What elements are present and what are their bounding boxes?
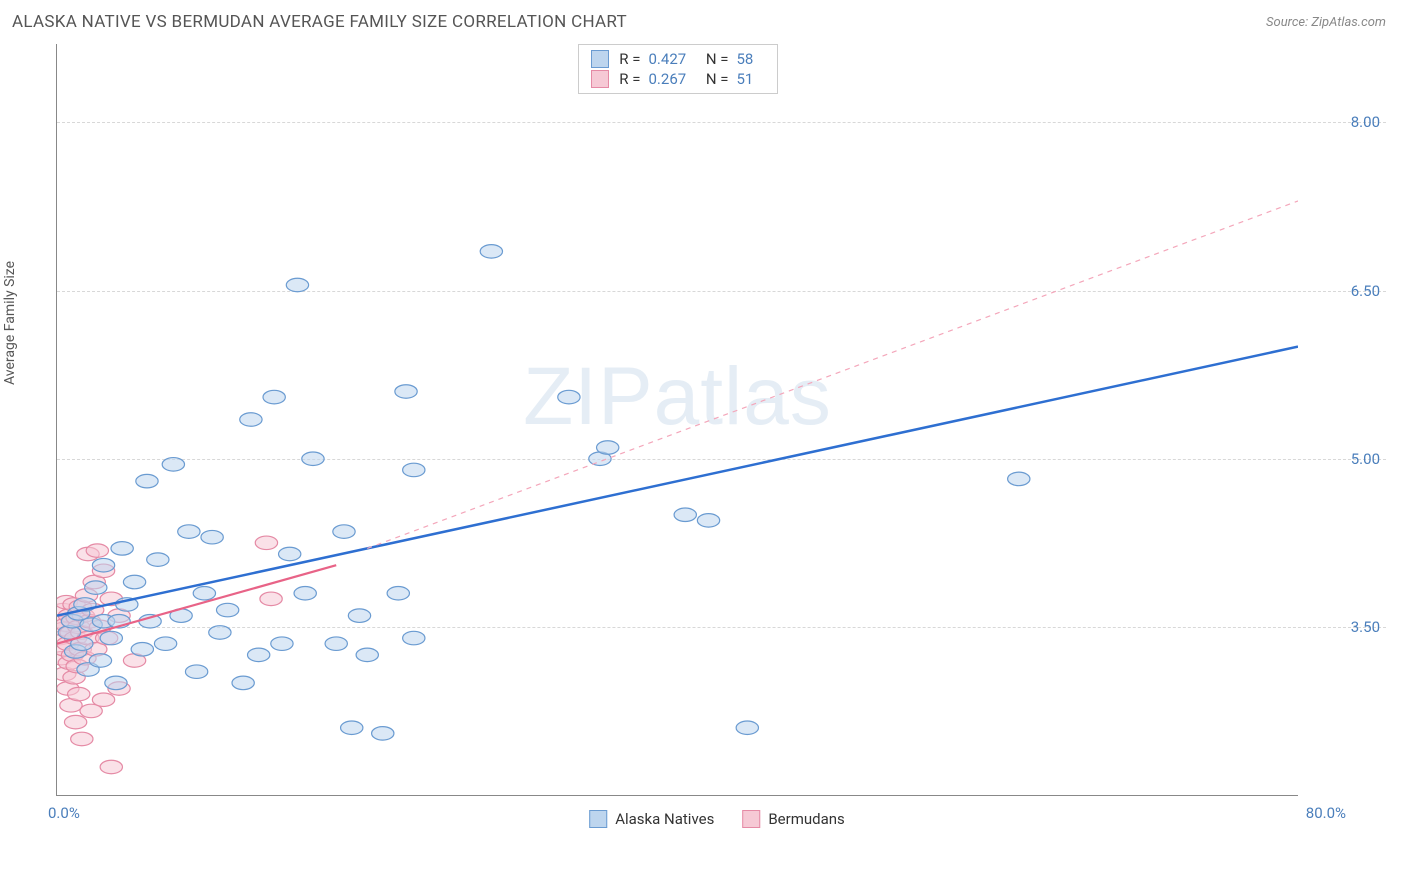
chart-source: Source: ZipAtlas.com: [1266, 15, 1386, 30]
x-max-label: 80.0%: [1306, 804, 1346, 822]
y-tick-label: 6.50: [1351, 282, 1380, 300]
legend-series: Alaska Natives Bermudans: [589, 810, 845, 828]
scatter-svg: [57, 44, 1298, 795]
legend-swatch-0: [591, 50, 609, 68]
x-min-label: 0.0%: [48, 804, 80, 822]
legend-row-0: R = 0.427 N = 58: [591, 49, 765, 69]
legend-correlation: R = 0.427 N = 58 R = 0.267 N = 51: [578, 44, 778, 94]
chart-title: ALASKA NATIVE VS BERMUDAN AVERAGE FAMILY…: [12, 12, 627, 32]
legend-swatch-alaska: [589, 810, 607, 828]
y-tick-label: 8.00: [1351, 113, 1380, 131]
chart-header: ALASKA NATIVE VS BERMUDAN AVERAGE FAMILY…: [0, 0, 1406, 40]
y-axis-label: Average Family Size: [2, 261, 18, 385]
y-tick-label: 3.50: [1351, 618, 1380, 636]
legend-swatch-1: [591, 70, 609, 88]
legend-swatch-bermudan: [742, 810, 760, 828]
legend-item-bermudan: Bermudans: [742, 810, 844, 828]
legend-row-1: R = 0.267 N = 51: [591, 69, 765, 89]
y-tick-label: 5.00: [1351, 450, 1380, 468]
legend-item-alaska: Alaska Natives: [589, 810, 714, 828]
chart-container: Average Family Size ZIPatlas R = 0.427 N…: [48, 44, 1386, 834]
plot-area: ZIPatlas R = 0.427 N = 58 R = 0.267 N = …: [56, 44, 1298, 796]
